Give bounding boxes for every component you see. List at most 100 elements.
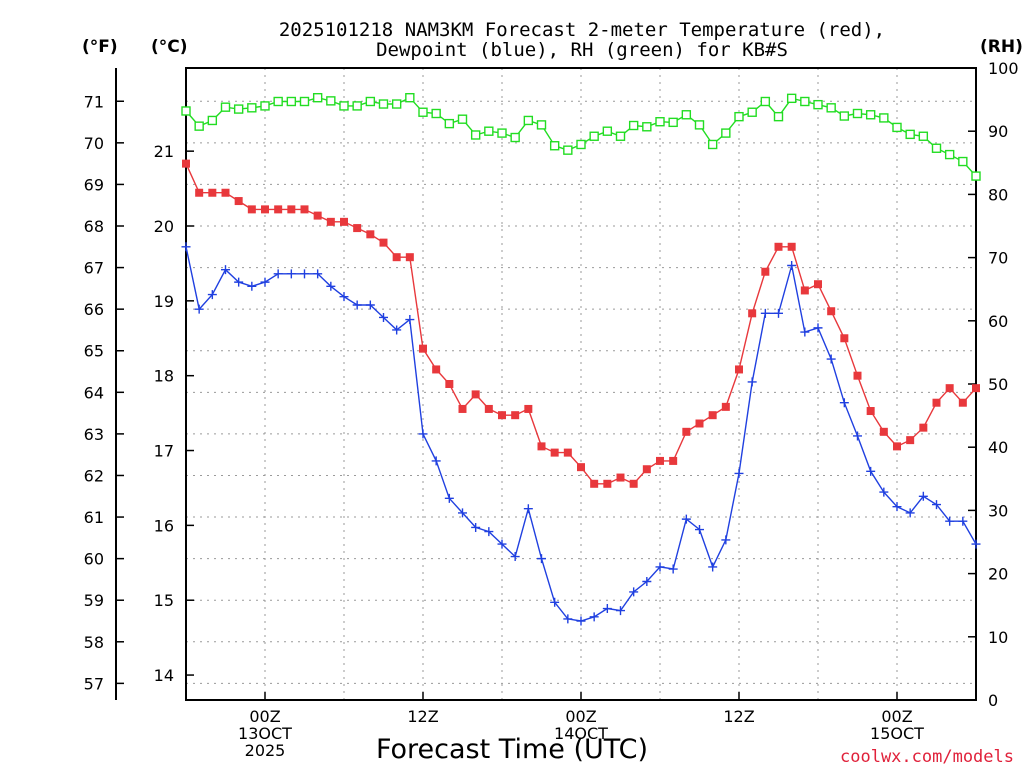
chart-title-line-2: Dewpoint (blue), RH (green) for KB#S [376, 39, 788, 61]
data-point [760, 308, 770, 318]
data-point [313, 211, 322, 220]
data-point [892, 502, 902, 512]
data-point [537, 554, 546, 564]
data-point [813, 99, 823, 110]
data-point [405, 253, 414, 262]
data-point [735, 365, 743, 374]
data-point [602, 126, 613, 136]
grid-lines [186, 68, 976, 700]
data-point [523, 504, 533, 514]
data-point [536, 120, 547, 130]
time-tick-label: 00Z [565, 707, 596, 726]
data-point [194, 121, 204, 131]
data-point [668, 564, 678, 574]
x-axis-title: Forecast Time (UTC) [376, 734, 648, 765]
data-point [287, 205, 296, 214]
data-point [181, 106, 191, 116]
data-point [642, 465, 651, 474]
data-point [655, 562, 665, 572]
time-tick-label: 00Z [249, 707, 280, 726]
chart-title: 2025101218 NAM3KM Forecast 2-meter Tempe… [279, 19, 885, 61]
data-point [708, 411, 717, 420]
data-point [589, 131, 599, 141]
data-point [418, 429, 428, 439]
celsius-tick-label: 18 [154, 367, 174, 386]
celsius-tick-label: 17 [154, 442, 174, 461]
data-point [194, 304, 204, 314]
data-point [378, 99, 389, 109]
data-point [931, 143, 942, 153]
rh-tick-label: 50 [988, 375, 1008, 394]
data-point [510, 552, 520, 562]
data-point [550, 597, 560, 607]
series-relative-humidity [181, 93, 981, 181]
data-point [748, 309, 757, 318]
data-point [498, 411, 506, 420]
data-point [603, 479, 612, 488]
data-point [365, 96, 376, 107]
data-point [195, 188, 204, 197]
data-point [774, 308, 783, 318]
series-dewpoint [181, 242, 981, 626]
data-point [760, 96, 771, 107]
fahrenheit-tick-label: 66 [84, 300, 104, 319]
time-tick-label: 2025 [245, 741, 286, 760]
data-point [958, 516, 968, 526]
data-point [511, 411, 520, 420]
rh-tick-label: 60 [988, 312, 1008, 331]
data-point [313, 269, 323, 279]
celsius-axis-unit: (°C) [151, 37, 188, 57]
data-point [247, 205, 256, 214]
fahrenheit-axis: 57 58 59 60 61 62 63 64 65 66 67 68 69 70 71 [84, 92, 124, 693]
rh-tick-label: 10 [988, 628, 1008, 647]
data-series [181, 93, 981, 626]
data-point [247, 103, 257, 113]
data-point [616, 606, 625, 616]
time-tick-label: 12Z [407, 707, 438, 726]
data-point [721, 128, 731, 138]
rh-tick-label: 20 [988, 565, 1008, 584]
data-point [682, 427, 691, 436]
celsius-tick-label: 19 [154, 292, 174, 311]
data-point [221, 265, 230, 275]
data-point [642, 577, 652, 586]
data-point [419, 344, 427, 353]
site-credit: coolwx.com/models [840, 747, 1014, 767]
data-point [800, 327, 810, 337]
data-point [879, 487, 889, 497]
time-tick-label: 13OCT [238, 724, 292, 743]
data-point [826, 103, 836, 113]
data-point [470, 130, 481, 140]
time-tick-label: 14OCT [554, 724, 608, 743]
data-point [484, 126, 494, 136]
data-point [286, 269, 296, 279]
data-point [839, 398, 849, 408]
data-point [747, 107, 757, 117]
data-point [286, 96, 297, 107]
data-point [787, 242, 796, 251]
data-point [668, 117, 678, 128]
data-point [484, 404, 493, 413]
data-point [866, 466, 876, 476]
data-point [550, 448, 559, 457]
fahrenheit-tick-label: 61 [84, 508, 104, 527]
data-point [616, 473, 625, 482]
data-point [787, 261, 797, 270]
fahrenheit-axis-unit: (°F) [82, 37, 118, 57]
fahrenheit-tick-label: 69 [84, 175, 104, 194]
data-point [405, 315, 415, 325]
data-point [853, 431, 862, 441]
data-point [432, 365, 441, 374]
data-point [339, 101, 349, 111]
data-point [893, 442, 901, 451]
data-point [905, 508, 915, 518]
data-point [721, 402, 730, 411]
data-point [786, 93, 797, 104]
data-point [839, 111, 850, 121]
data-point [694, 120, 705, 130]
data-point [800, 286, 809, 295]
data-point [471, 522, 481, 532]
data-point [602, 604, 612, 614]
data-point [629, 479, 638, 488]
